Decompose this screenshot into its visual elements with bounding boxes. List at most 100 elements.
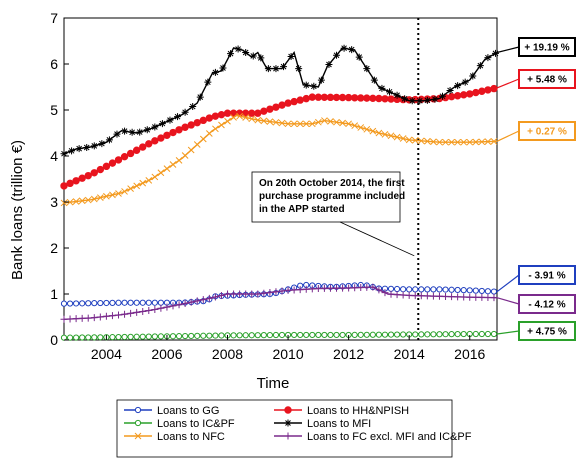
growth-tag-loans-to-mfi: + 19.19 % — [496, 37, 576, 57]
data-point — [339, 331, 346, 339]
data-point — [79, 334, 86, 341]
data-point — [113, 130, 121, 138]
data-point — [242, 114, 250, 121]
data-point — [363, 65, 371, 73]
data-point — [115, 311, 123, 319]
legend-swatch-marker — [134, 406, 142, 414]
data-point — [248, 332, 255, 339]
data-point — [139, 143, 147, 151]
data-point — [399, 135, 407, 142]
data-point — [211, 112, 220, 120]
data-point — [484, 288, 492, 295]
y-tick-label: 5 — [50, 102, 58, 118]
data-point — [206, 332, 213, 339]
tag-connector — [496, 46, 520, 54]
data-point — [223, 109, 232, 117]
data-point — [254, 290, 262, 298]
y-axis-title: Bank loans (trillion €) — [9, 140, 26, 280]
annotation-line: purchase programme included — [259, 191, 405, 202]
tag-box — [518, 321, 576, 341]
data-point — [375, 129, 383, 137]
data-point — [460, 330, 467, 338]
data-point — [296, 96, 304, 104]
series-loans-to-ic-pf — [60, 330, 498, 341]
data-point — [230, 290, 238, 298]
data-point — [454, 138, 461, 146]
data-point — [73, 334, 80, 341]
data-point — [472, 138, 480, 146]
legend-item-loans-to-fc-excl-mfi-and-ic-pf: Loans to FC excl. MFI and IC&PF — [274, 431, 472, 443]
data-point — [248, 115, 256, 123]
data-point — [357, 331, 364, 338]
data-point — [139, 179, 147, 187]
data-point — [230, 114, 237, 121]
legend-label: Loans to HH&NPISH — [307, 405, 409, 417]
data-point — [296, 120, 304, 128]
tag-label: + 5.48 % — [527, 75, 567, 86]
axis-ticks: 0 1 2 3 4 5 6 7 2004 2006 2008 2010 2012 2014 2016 — [50, 10, 485, 362]
data-point — [169, 302, 177, 310]
data-point — [466, 90, 474, 98]
data-point — [387, 331, 395, 338]
data-point — [187, 146, 195, 154]
data-point — [84, 171, 92, 180]
data-point — [448, 293, 456, 301]
data-point — [435, 292, 443, 300]
tag-connector — [496, 274, 520, 293]
data-point — [248, 109, 256, 117]
data-point — [205, 130, 213, 137]
data-point — [278, 287, 286, 295]
data-point — [248, 290, 256, 298]
data-point — [370, 76, 378, 84]
data-point — [121, 333, 128, 341]
data-point — [166, 116, 174, 124]
data-point — [133, 182, 141, 190]
data-point — [218, 121, 225, 129]
data-point — [151, 306, 159, 314]
data-point — [412, 331, 419, 338]
data-point — [399, 291, 407, 299]
data-point — [436, 286, 443, 293]
data-point — [66, 300, 74, 307]
data-point — [393, 133, 401, 141]
data-point — [204, 78, 212, 86]
data-point — [90, 142, 98, 150]
legend-swatch-marker — [134, 419, 142, 427]
data-point — [133, 333, 140, 340]
data-point — [401, 95, 409, 103]
data-point — [472, 287, 479, 294]
data-point — [472, 293, 480, 301]
data-point — [369, 127, 377, 135]
data-point — [175, 333, 183, 340]
x-tick-label: 2012 — [333, 346, 364, 362]
data-point — [151, 137, 159, 145]
tag-connector — [496, 130, 520, 142]
y-tick-label: 6 — [50, 56, 58, 72]
data-point — [260, 289, 268, 297]
data-point — [196, 93, 204, 101]
data-point — [302, 120, 310, 128]
data-point — [466, 287, 473, 294]
data-point — [212, 332, 219, 339]
data-point — [199, 296, 207, 304]
data-point — [109, 191, 116, 199]
tag-box — [518, 121, 576, 141]
data-point — [242, 49, 250, 56]
data-point — [418, 331, 425, 338]
data-point — [490, 138, 498, 145]
data-point — [484, 138, 492, 145]
data-point — [108, 312, 116, 320]
data-point — [375, 94, 383, 103]
data-point — [454, 331, 461, 338]
data-point — [423, 96, 431, 104]
data-point — [272, 65, 280, 73]
data-point — [430, 331, 437, 338]
data-point — [145, 299, 152, 306]
tag-label: - 4.12 % — [528, 300, 565, 311]
data-point — [291, 331, 298, 339]
tag-label: + 4.75 % — [527, 327, 567, 338]
data-point — [411, 292, 419, 300]
data-point — [139, 299, 146, 306]
data-point — [79, 300, 86, 307]
data-point — [97, 299, 104, 307]
